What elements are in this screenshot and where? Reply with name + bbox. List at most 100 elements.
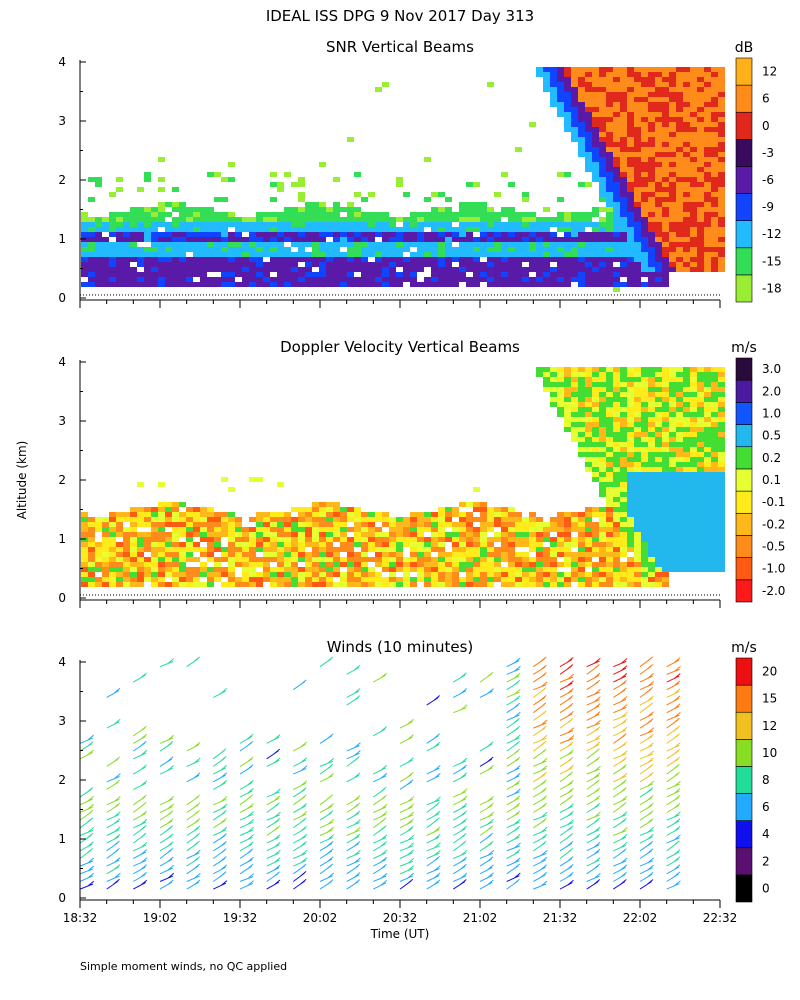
data-cell [606, 137, 613, 142]
data-cell [620, 102, 627, 107]
data-cell [88, 232, 95, 237]
data-cell [620, 142, 627, 147]
data-cell [459, 272, 466, 277]
wind-barb [133, 672, 147, 683]
data-cell [606, 247, 613, 252]
data-cell [207, 557, 214, 562]
data-cell [396, 242, 403, 247]
data-cell [641, 117, 648, 122]
data-cell [634, 272, 641, 277]
data-cell [669, 442, 676, 447]
data-cell [466, 212, 473, 217]
data-cell [606, 572, 613, 577]
data-cell [382, 267, 389, 272]
data-cell [403, 527, 410, 532]
data-cell [466, 182, 473, 187]
data-cell [648, 67, 655, 72]
data-cell [515, 267, 522, 272]
data-cell [634, 447, 641, 452]
data-cell [599, 122, 606, 127]
data-cell [319, 552, 326, 557]
data-cell [389, 222, 396, 227]
wind-barb [159, 848, 174, 859]
data-cell [550, 567, 557, 572]
data-cell [599, 257, 606, 262]
data-cell [522, 237, 529, 242]
data-cell [578, 222, 585, 227]
data-cell [480, 542, 487, 547]
data-cell [466, 567, 473, 572]
data-cell [683, 442, 690, 447]
data-cell [697, 502, 704, 507]
wind-barb [373, 825, 387, 836]
data-cell [627, 87, 634, 92]
wind-barb [373, 786, 387, 798]
data-cell [683, 102, 690, 107]
data-cell [606, 82, 613, 87]
data-cell [683, 382, 690, 387]
data-cell [599, 562, 606, 567]
data-cell [466, 582, 473, 587]
wind-barb [559, 810, 574, 821]
data-cell [333, 202, 340, 207]
data-cell [620, 562, 627, 567]
data-cell [536, 222, 543, 227]
data-cell [137, 557, 144, 562]
wind-barb [559, 819, 575, 829]
data-cell [690, 67, 697, 72]
data-cell [599, 87, 606, 92]
data-cell [305, 577, 312, 582]
data-cell [543, 367, 550, 372]
data-cell [711, 372, 718, 377]
data-cell [697, 442, 704, 447]
data-cell [165, 582, 172, 587]
data-cell [508, 552, 515, 557]
data-cell [361, 197, 368, 202]
data-cell [501, 212, 508, 217]
data-cell [368, 582, 375, 587]
data-cell [634, 582, 641, 587]
data-cell [459, 557, 466, 562]
wind-barb [319, 757, 335, 767]
data-cell [179, 582, 186, 587]
data-cell [711, 142, 718, 147]
data-cell [179, 237, 186, 242]
data-cell [571, 572, 578, 577]
data-cell [277, 517, 284, 522]
wind-barb [266, 871, 280, 882]
wind-barb [79, 841, 94, 852]
wind-barb [213, 864, 228, 875]
data-cell [557, 387, 564, 392]
data-cell [487, 237, 494, 242]
data-cell [543, 582, 550, 587]
data-cell [186, 542, 193, 547]
data-cell [95, 577, 102, 582]
wind-barb [533, 702, 547, 714]
data-cell [606, 562, 613, 567]
data-cell [144, 537, 151, 542]
data-cell [417, 572, 424, 577]
data-cell [228, 582, 235, 587]
data-cell [508, 237, 515, 242]
data-cell [375, 542, 382, 547]
data-cell [242, 237, 249, 242]
data-cell [564, 562, 571, 567]
wind-barb [479, 764, 494, 775]
data-cell [179, 202, 186, 207]
data-cell [711, 197, 718, 202]
data-cell [620, 482, 627, 487]
data-cell [431, 562, 438, 567]
data-cell [676, 227, 683, 232]
data-cell [718, 102, 725, 107]
data-cell [291, 182, 298, 187]
data-cell [130, 567, 137, 572]
data-cell [718, 107, 725, 112]
data-cell [102, 522, 109, 527]
data-cell [648, 462, 655, 467]
data-cell [340, 527, 347, 532]
data-cell [207, 547, 214, 552]
data-cell [641, 562, 648, 567]
y-tick-label: 3 [58, 414, 66, 428]
data-cell [389, 242, 396, 247]
data-cell [438, 247, 445, 252]
